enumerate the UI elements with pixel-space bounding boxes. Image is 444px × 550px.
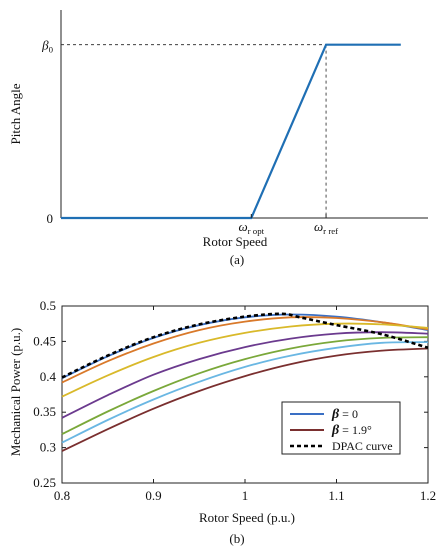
- chart-b-power-curve: [61, 336, 429, 435]
- legend-box: [281, 401, 401, 455]
- chart-a-x-tick-label: ωr opt: [238, 219, 264, 236]
- chart-b-power-curve: [61, 322, 429, 398]
- legend-label: DPAC curve: [332, 439, 393, 453]
- chart-a-y-label: Pitch Angle: [8, 83, 23, 144]
- chart-b-power-curve: [61, 347, 429, 452]
- chart-b-y-tick-label: 0.45: [33, 333, 56, 348]
- chart-b-x-tick-label: 0.9: [145, 488, 161, 503]
- chart-b-x-tick-label: 0.8: [54, 488, 70, 503]
- chart-b-dpac-curve: [61, 312, 429, 379]
- chart-b-x-label: Rotor Speed (p.u.): [199, 510, 295, 525]
- chart-b-legend: β = 0β = 1.9°DPAC curve: [281, 401, 401, 455]
- chart-a-y-tick-label: 0: [47, 211, 54, 226]
- chart-b-x-tick-label: 1: [242, 488, 249, 503]
- chart-a-x-label: Rotor Speed: [203, 234, 268, 249]
- mechanical-power-chart: 0.8 0.9 1 1.1 1.2 0.25 0.3 0.35 0.4 0.45 0.5 β = 0…: [8, 298, 436, 546]
- chart-b-x-tick-label: 1.2: [420, 488, 436, 503]
- chart-b-y-tick-label: 0.5: [40, 298, 56, 313]
- chart-b-caption: (b): [229, 531, 244, 546]
- chart-b-power-curve: [61, 316, 429, 384]
- chart-b-y-tick-label: 0.4: [40, 369, 57, 384]
- chart-b-power-curve: [61, 341, 429, 444]
- chart-b-y-tick-label: 0.35: [33, 404, 56, 419]
- chart-a-caption: (a): [230, 252, 244, 267]
- chart-b-y-tick-label: 0.25: [33, 475, 56, 490]
- chart-a-x-tick-label: ωr ref: [314, 219, 338, 236]
- chart-a-pitch-line: [61, 43, 401, 220]
- chart-b-y-label: Mechanical Power (p.u.): [8, 328, 23, 457]
- legend-label: β = 1.9°: [331, 423, 372, 438]
- chart-b-x-tick-label: 1.1: [328, 488, 344, 503]
- chart-b-y-tick-label: 0.3: [40, 440, 56, 455]
- legend-label: β = 0: [331, 407, 358, 422]
- chart-b-power-curve: [61, 331, 429, 419]
- chart-a-y-tick-label: β0: [41, 38, 53, 55]
